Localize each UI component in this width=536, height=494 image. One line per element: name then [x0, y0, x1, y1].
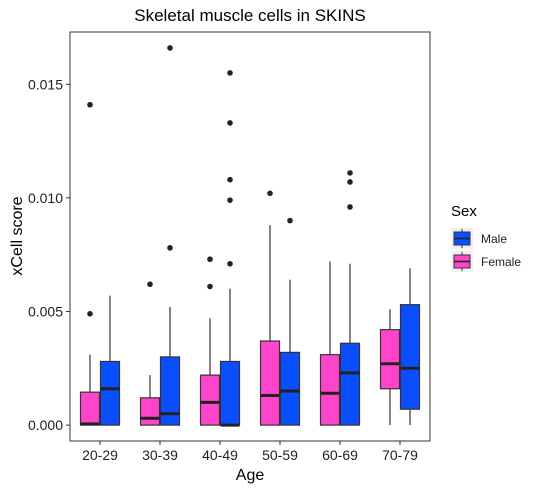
- x-axis-label: Age: [236, 467, 265, 484]
- y-axis: 0.000 0.005 0.010 0.015: [28, 76, 70, 433]
- box-iqr: [259, 340, 281, 426]
- x-tick-label: 20-29: [82, 447, 118, 463]
- box-female-30-39: [139, 281, 161, 426]
- legend-entries: Male Female: [451, 228, 521, 272]
- box-male-50-59: [279, 217, 301, 426]
- box-male-30-39: [159, 45, 181, 426]
- box-iqr: [339, 342, 361, 426]
- y-tick-label: 0.010: [28, 190, 63, 206]
- outlier-point: [207, 256, 213, 263]
- box-iqr: [159, 356, 181, 426]
- box-iqr: [219, 360, 241, 426]
- outlier-point: [87, 101, 93, 108]
- chart-title: Skeletal muscle cells in SKINS: [134, 6, 365, 25]
- outlier-point: [147, 281, 153, 288]
- outlier-point: [227, 197, 233, 203]
- box-iqr: [99, 360, 121, 426]
- box-male-20-29: [99, 295, 121, 426]
- outlier-point: [347, 170, 353, 176]
- box-female-50-59: [259, 190, 281, 426]
- x-tick-label: 40-49: [202, 447, 238, 463]
- outlier-point: [267, 190, 273, 197]
- box-female-40-49: [199, 256, 221, 426]
- x-axis: 20-29 30-39 40-49 50-59 60-69 70-79: [82, 441, 418, 463]
- legend: Sex Male Female: [451, 203, 521, 272]
- y-tick-label: 0.015: [28, 76, 63, 92]
- box-series: [79, 45, 421, 427]
- box-female-60-69: [319, 261, 341, 426]
- outlier-point: [167, 45, 173, 51]
- y-axis-label: xCell score: [9, 196, 26, 275]
- x-tick-label: 30-39: [142, 447, 178, 463]
- box-male-40-49: [219, 70, 241, 427]
- legend-label-male: Male: [481, 232, 507, 246]
- x-tick-label: 50-59: [262, 447, 298, 463]
- outlier-point: [347, 204, 353, 210]
- plot-panel: [69, 31, 431, 442]
- box-iqr: [319, 354, 341, 426]
- box-female-20-29: [79, 101, 101, 426]
- box-female-70-79: [379, 309, 401, 426]
- box-iqr: [199, 374, 221, 426]
- legend-label-female: Female: [481, 255, 521, 269]
- y-tick-label: 0.000: [28, 417, 63, 433]
- legend-title: Sex: [451, 203, 477, 220]
- box-iqr: [279, 351, 301, 426]
- box-iqr: [399, 304, 421, 410]
- outlier-point: [227, 70, 233, 76]
- outlier-point: [207, 283, 213, 290]
- outlier-point: [287, 217, 293, 224]
- y-tick-label: 0.005: [28, 303, 63, 319]
- outlier-point: [227, 260, 233, 267]
- x-tick-label: 70-79: [382, 447, 418, 463]
- x-tick-label: 60-69: [322, 447, 358, 463]
- outlier-point: [87, 310, 93, 317]
- box-iqr: [379, 329, 401, 390]
- outlier-point: [167, 245, 173, 251]
- outlier-point: [227, 120, 233, 126]
- outlier-point: [227, 176, 233, 183]
- box-iqr: [79, 391, 101, 426]
- outlier-point: [347, 179, 353, 185]
- box-iqr: [139, 397, 161, 426]
- box-male-60-69: [339, 170, 361, 426]
- box-male-70-79: [399, 268, 421, 426]
